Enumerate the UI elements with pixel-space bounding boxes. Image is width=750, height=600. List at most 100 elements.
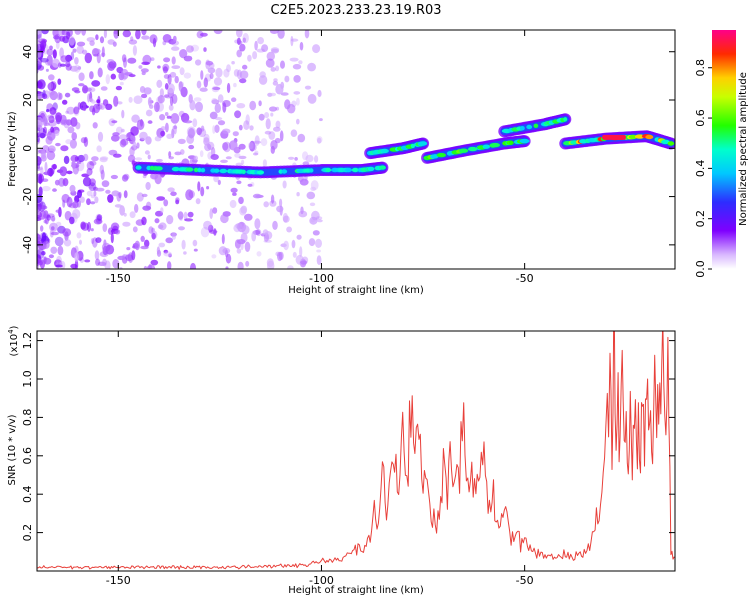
noise-speckle — [90, 228, 94, 232]
track-core — [213, 168, 220, 173]
noise-speckle — [96, 145, 102, 153]
noise-speckle — [230, 187, 238, 193]
spectrogram-noise — [37, 30, 323, 269]
spectral-track — [559, 130, 675, 150]
noise-speckle — [49, 168, 53, 178]
noise-speckle — [45, 136, 53, 145]
noise-speckle — [209, 72, 214, 80]
noise-speckle — [37, 93, 43, 100]
noise-speckle — [296, 234, 302, 240]
noise-speckle — [311, 210, 320, 221]
noise-speckle — [90, 238, 95, 244]
noise-speckle — [89, 178, 96, 187]
noise-speckle — [207, 67, 216, 74]
noise-speckle — [305, 154, 314, 163]
noise-speckle — [226, 64, 231, 73]
noise-speckle — [302, 151, 309, 161]
noise-speckle — [37, 160, 41, 166]
noise-speckle — [268, 131, 276, 140]
noise-speckle — [169, 96, 174, 106]
noise-speckle — [217, 179, 221, 186]
noise-speckle — [175, 197, 180, 203]
noise-speckle — [134, 240, 140, 251]
noise-speckle — [41, 30, 49, 35]
noise-speckle — [296, 97, 300, 106]
noise-speckle — [105, 189, 111, 194]
noise-speckle — [258, 100, 262, 107]
noise-speckle — [115, 126, 123, 135]
noise-speckle — [288, 156, 295, 160]
noise-speckle — [190, 44, 199, 52]
noise-speckle — [52, 188, 57, 192]
noise-speckle — [237, 261, 244, 269]
noise-speckle — [197, 181, 201, 192]
noise-speckle — [61, 99, 68, 105]
noise-speckle — [63, 239, 72, 247]
noise-speckle — [179, 49, 188, 59]
noise-speckle — [74, 259, 79, 269]
track-core — [309, 168, 314, 173]
noise-speckle — [166, 133, 173, 139]
noise-speckle — [51, 217, 55, 221]
noise-speckle — [168, 151, 172, 158]
noise-speckle — [229, 140, 238, 151]
colorbar: 0.0 0.2 0.4 0.6 0.8 Normalized spectral ampl… — [694, 30, 749, 278]
noise-speckle — [237, 40, 243, 45]
noise-speckle — [185, 189, 194, 201]
noise-speckle — [80, 221, 86, 230]
snr-y-axis-label: SNR (10 * v/v) — [7, 414, 18, 485]
noise-speckle — [148, 263, 152, 269]
noise-speckle — [304, 30, 310, 39]
noise-speckle — [60, 145, 69, 152]
noise-speckle — [282, 215, 290, 223]
noise-speckle — [220, 213, 229, 224]
noise-speckle — [143, 265, 148, 269]
noise-speckle — [72, 48, 77, 53]
noise-speckle — [37, 45, 42, 51]
noise-speckle — [284, 75, 290, 83]
noise-speckle — [141, 193, 148, 198]
noise-speckle — [139, 131, 148, 141]
noise-speckle — [174, 151, 182, 156]
noise-speckle — [123, 212, 127, 217]
colorbar-gradient — [712, 30, 736, 269]
track-core — [155, 166, 163, 171]
noise-speckle — [272, 220, 278, 230]
noise-speckle — [52, 49, 57, 59]
noise-speckle — [306, 191, 316, 200]
track-core — [351, 167, 359, 173]
track-core — [508, 140, 514, 145]
noise-speckle — [110, 232, 114, 244]
noise-speckle — [167, 187, 175, 192]
noise-speckle — [90, 201, 96, 205]
noise-speckle — [249, 100, 257, 111]
noise-speckle — [84, 259, 91, 263]
noise-speckle — [183, 211, 188, 221]
snr-ticks: -150 -100 -50 0.2 0.4 0.6 0.8 1.0 1.2 — [21, 331, 675, 587]
noise-speckle — [165, 122, 169, 133]
noise-speckle — [252, 51, 258, 60]
noise-speckle — [269, 106, 277, 112]
noise-speckle — [253, 140, 262, 144]
spectrogram-panel: -150 -100 -50 -40 -20 0 20 40 Height of straigh… — [7, 29, 676, 296]
noise-speckle — [97, 67, 103, 78]
noise-speckle — [203, 77, 208, 88]
noise-speckle — [236, 69, 242, 80]
noise-speckle — [298, 60, 303, 65]
noise-speckle — [79, 196, 85, 203]
colorbar-tick-label: 0.2 — [694, 210, 707, 228]
noise-speckle — [86, 190, 93, 197]
noise-speckle — [123, 173, 130, 180]
noise-speckle — [192, 239, 198, 247]
noise-speckle — [54, 129, 60, 136]
noise-speckle — [205, 59, 211, 70]
noise-speckle — [233, 82, 237, 88]
noise-speckle — [86, 221, 92, 232]
noise-speckle — [155, 210, 163, 217]
noise-speckle — [156, 79, 163, 88]
noise-speckle — [62, 178, 69, 187]
noise-speckle — [299, 246, 303, 257]
noise-speckle — [315, 238, 322, 248]
noise-speckle — [41, 232, 47, 243]
noise-speckle — [110, 73, 117, 80]
